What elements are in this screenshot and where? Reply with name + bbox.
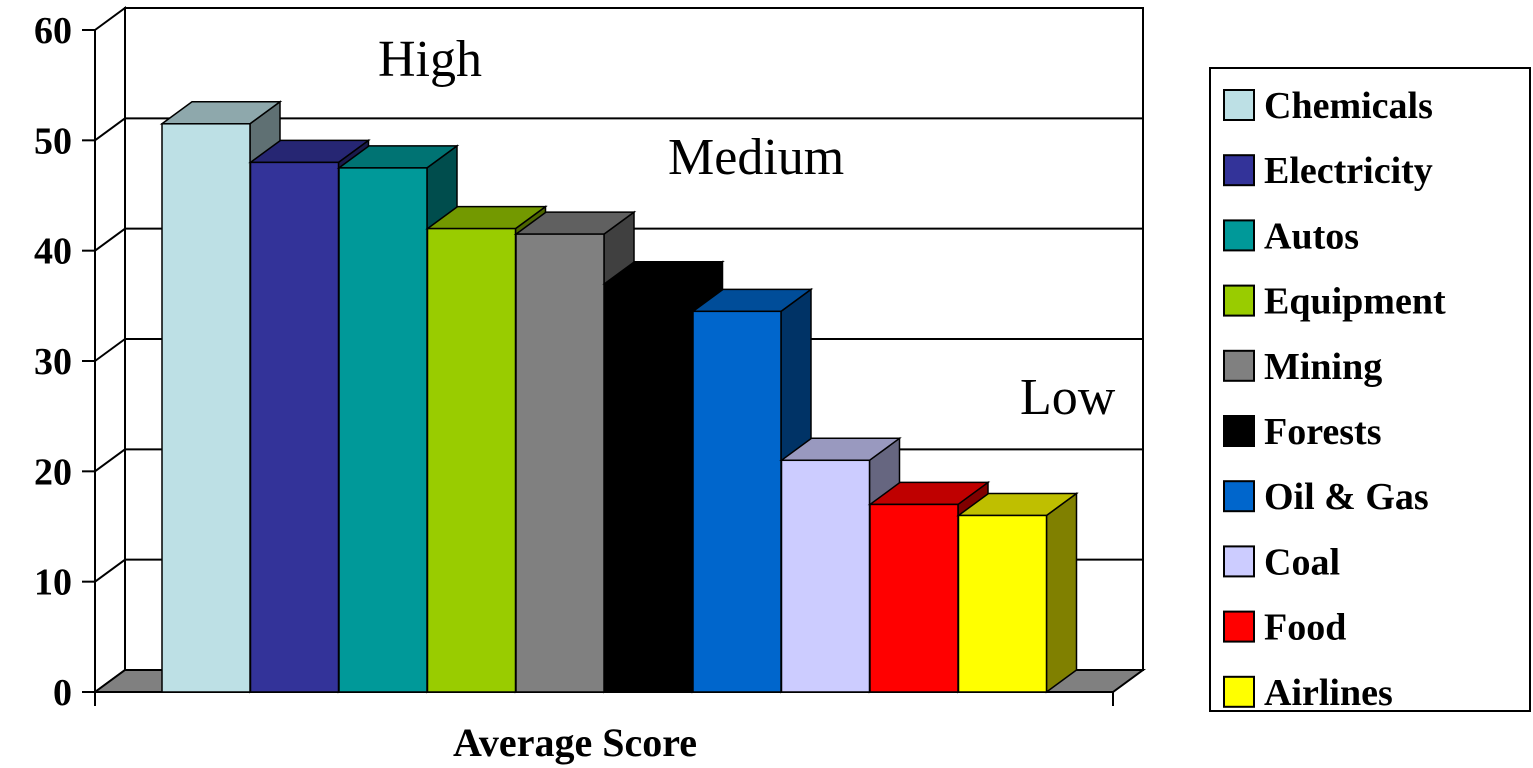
legend-swatch (1223, 349, 1255, 382)
bar-front (426, 227, 517, 693)
legend-label: Chemicals (1264, 85, 1433, 127)
legend-label: Coal (1264, 541, 1340, 583)
legend-swatch (1223, 675, 1255, 708)
legend-item: Coal (1223, 541, 1340, 583)
legend-box (1209, 67, 1531, 712)
gridline-side (94, 448, 126, 473)
bars (159, 100, 1079, 694)
legend-swatch (1223, 480, 1255, 513)
zone-label-high: High (378, 31, 482, 88)
y-tick-label: 20 (34, 451, 72, 493)
y-tick-label: 60 (34, 10, 72, 52)
legend-item: Chemicals (1223, 85, 1433, 127)
bar-front (780, 459, 871, 693)
legend-swatch (1223, 610, 1255, 643)
legend-item: Electricity (1223, 150, 1433, 192)
bar-side (1045, 491, 1078, 694)
legend-label: Equipment (1264, 281, 1446, 323)
legend-swatch (1223, 219, 1255, 252)
bar-front (249, 161, 340, 693)
legend-swatch (1223, 89, 1255, 121)
bar (956, 491, 1079, 694)
legend-label: Mining (1264, 346, 1382, 388)
legend-item: Forests (1223, 411, 1382, 453)
y-tick-label: 40 (34, 231, 72, 273)
gridline-side (94, 117, 126, 142)
legend: Chemicals Electricity Autos Equipment Mining… (1223, 85, 1446, 714)
gridline-side (94, 338, 126, 362)
gridline-side (94, 558, 126, 583)
legend-label: Autos (1264, 215, 1359, 257)
legend-label: Food (1264, 607, 1346, 649)
zone-label-low: Low (1020, 369, 1116, 426)
legend-label: Forests (1264, 411, 1382, 453)
bar-front (338, 167, 428, 693)
legend-item: Food (1223, 607, 1346, 649)
y-tick-label: 30 (34, 341, 72, 383)
bar-front (869, 503, 959, 693)
legend-swatch (1223, 545, 1255, 578)
y-tick-label: 10 (34, 562, 72, 604)
legend-swatch (1223, 284, 1255, 317)
legend-swatch (1223, 415, 1255, 447)
y-axis-ticks: 0 10 20 30 40 50 60 (34, 10, 95, 714)
bar-front (515, 233, 605, 693)
legend-swatch (1223, 154, 1255, 187)
legend-label: Oil & Gas (1264, 476, 1429, 518)
legend-item: Airlines (1223, 672, 1393, 714)
y-tick-label: 0 (53, 672, 72, 714)
zone-label-medium: Medium (668, 129, 844, 186)
legend-item: Mining (1223, 346, 1382, 388)
legend-item: Equipment (1223, 281, 1446, 323)
bar-front (957, 514, 1048, 693)
bar-front (603, 283, 694, 693)
legend-label: Airlines (1264, 672, 1393, 714)
legend-label: Electricity (1264, 150, 1433, 192)
bar-front (692, 310, 782, 693)
legend-item: Oil & Gas (1223, 476, 1429, 518)
y-tick-label: 50 (34, 120, 72, 162)
bar-front (161, 123, 251, 693)
legend-item: Autos (1223, 215, 1359, 257)
x-axis-title: Average Score (453, 720, 697, 765)
gridline-side (94, 227, 126, 252)
